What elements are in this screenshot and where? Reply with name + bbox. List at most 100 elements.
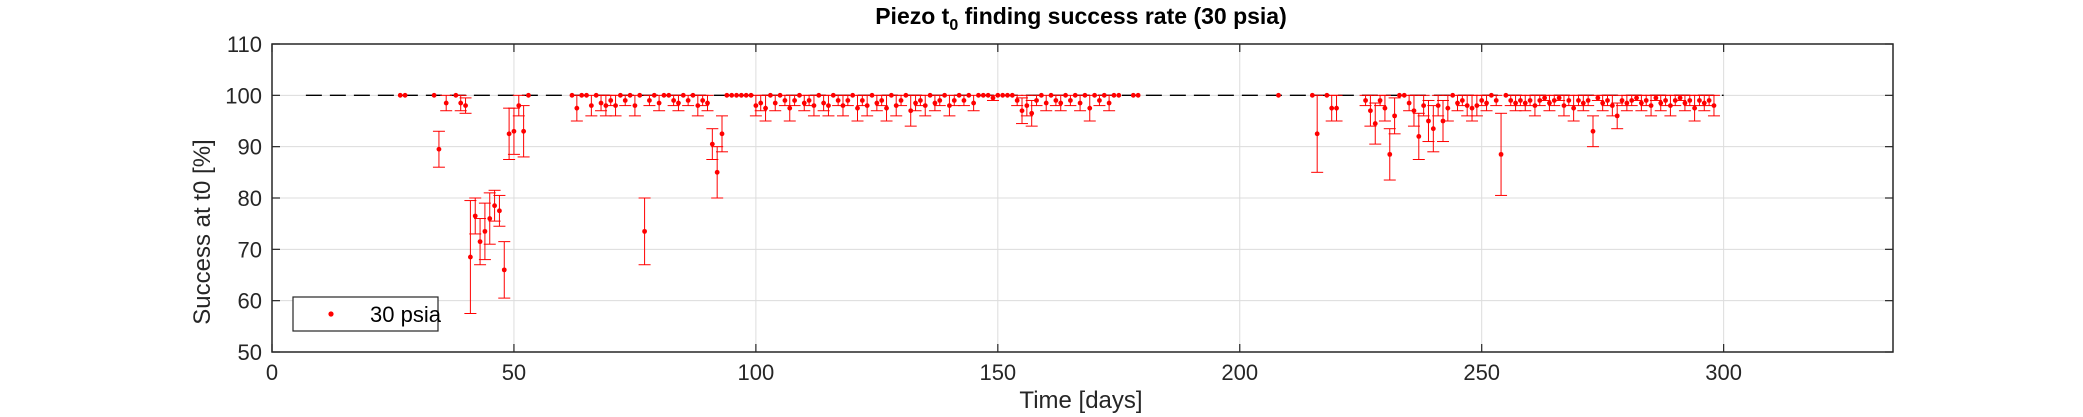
data-point [1658,100,1664,106]
data-point [1464,103,1470,108]
data-point [1368,108,1373,114]
data-point [729,92,735,98]
data-point [990,95,996,101]
data-point [1590,128,1596,134]
data-series [397,92,1720,314]
data-point [1005,92,1010,98]
data-point [598,100,604,106]
data-point [1430,126,1436,132]
data-point [656,100,662,106]
data-point [758,100,764,106]
data-point [792,98,797,103]
data-point [1130,92,1136,98]
x-tick-label: 150 [979,360,1016,385]
data-point [526,92,531,98]
data-point [1493,98,1499,103]
data-point [1653,95,1659,101]
data-point [1329,105,1335,111]
data-point [1576,98,1581,103]
data-point [884,105,889,111]
data-point [1682,100,1688,106]
data-point [1527,98,1533,103]
data-point [859,98,865,103]
data-point [1435,103,1441,108]
data-point [1135,92,1141,98]
data-point [637,92,643,98]
data-point [477,239,483,245]
data-point [1397,92,1402,98]
data-point [806,98,812,103]
data-point [1692,105,1698,111]
data-point [1276,92,1281,98]
data-point [864,103,870,108]
y-axis-label: Success at t0 [%] [189,139,216,324]
data-point [1459,98,1465,103]
data-point [1111,92,1117,98]
x-tick-label: 300 [1705,360,1742,385]
data-point [874,100,880,106]
data-point [1585,98,1591,103]
data-point [671,98,677,103]
data-point [1411,108,1417,114]
data-point [1697,98,1702,103]
data-point [1314,131,1320,137]
data-point [995,92,1001,98]
data-point [898,98,904,103]
data-point [937,98,943,103]
data-point [700,98,706,103]
data-point [1547,100,1552,106]
data-point [1711,103,1717,108]
data-point [1600,100,1606,106]
data-point [579,92,585,98]
y-tick-label: 50 [238,340,262,365]
data-point [1663,98,1668,103]
data-point [1106,100,1112,106]
data-point [787,105,793,111]
data-point [1522,100,1528,106]
chart-title: Piezo t0 finding success rate (30 psia) [875,3,1287,34]
data-point [1518,98,1523,103]
data-point [497,208,502,214]
data-point [772,100,778,106]
data-point [1000,92,1006,98]
data-point [622,98,628,103]
data-point [724,92,730,98]
data-point [463,103,468,108]
data-point [1034,98,1039,103]
chart-title-main: Piezo t [875,3,949,29]
legend: 30 psia [292,296,442,332]
data-point [951,98,957,103]
data-point [1479,98,1485,103]
data-point [1609,103,1615,108]
legend-marker [328,311,334,317]
data-point [487,216,493,221]
y-tick-label: 60 [238,289,262,314]
y-tick-label: 110 [227,32,262,57]
data-point [1624,100,1630,106]
data-point [1377,98,1383,103]
data-point [1498,151,1504,157]
data-point [1687,98,1693,103]
data-point [835,98,841,103]
data-point [811,103,817,108]
chart-title-rest: finding success rate (30 psia) [958,3,1287,29]
data-point [472,213,478,219]
data-point [661,92,667,98]
data-point [1087,105,1093,111]
data-point [1014,98,1020,103]
data-point [1334,105,1339,111]
data-point [913,100,918,106]
data-point [1068,98,1073,103]
data-point [1513,100,1518,106]
data-point [734,92,739,98]
data-point [1566,98,1572,103]
data-point [397,92,403,98]
data-point [511,128,517,134]
data-point [1387,151,1393,157]
data-point [763,105,768,111]
data-point [431,92,437,98]
data-point [443,100,449,106]
data-point [826,103,831,108]
